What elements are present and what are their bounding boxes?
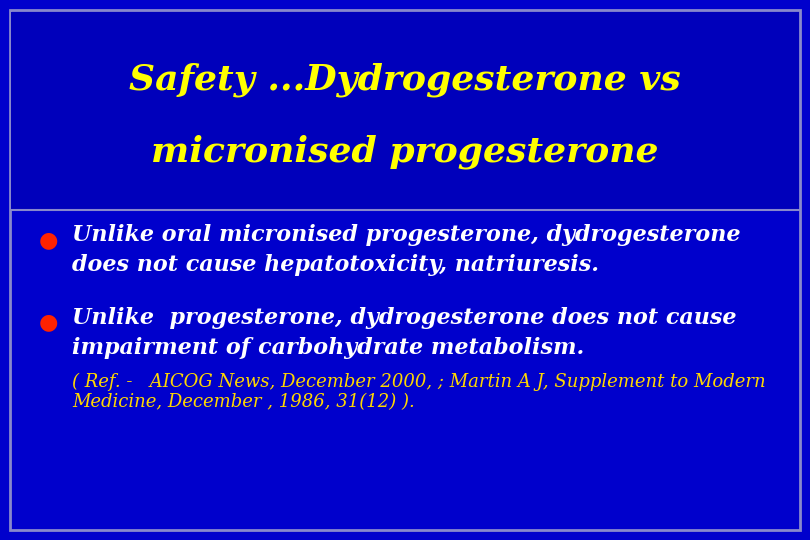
Text: impairment of carbohydrate metabolism.: impairment of carbohydrate metabolism. xyxy=(72,337,584,359)
Text: Unlike oral micronised progesterone, dydrogesterone: Unlike oral micronised progesterone, dyd… xyxy=(72,224,740,246)
Text: does not cause hepatotoxicity, natriuresis.: does not cause hepatotoxicity, natriures… xyxy=(72,254,599,276)
Text: ●: ● xyxy=(38,312,58,332)
Text: Unlike  progesterone, dydrogesterone does not cause: Unlike progesterone, dydrogesterone does… xyxy=(72,307,736,329)
Text: ( Ref. -   AICOG News, December 2000, ; Martin A J, Supplement to Modern: ( Ref. - AICOG News, December 2000, ; Ma… xyxy=(72,373,765,391)
Text: micronised progesterone: micronised progesterone xyxy=(151,135,659,169)
Text: Safety ...Dydrogesterone vs: Safety ...Dydrogesterone vs xyxy=(129,63,681,97)
Text: ●: ● xyxy=(38,230,58,250)
Text: Medicine, December , 1986, 31(12) ).: Medicine, December , 1986, 31(12) ). xyxy=(72,393,415,411)
FancyBboxPatch shape xyxy=(11,12,799,210)
